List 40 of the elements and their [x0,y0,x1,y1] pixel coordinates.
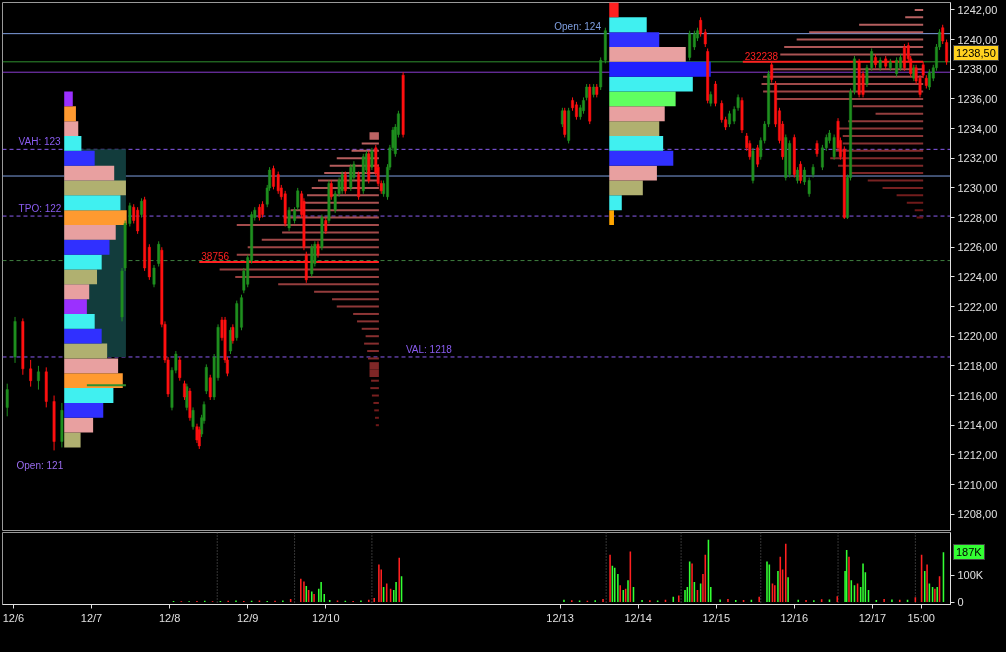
x-tick-label: 12/13 [546,611,574,624]
y-tick-label: 0 [957,596,964,609]
y-tick-label: 100K [957,569,984,582]
annotation: Open: 124 [554,20,602,32]
annotation: VAL: 1218 [405,343,453,355]
annotation: 232238 [744,50,779,62]
annotation: 38756 [201,251,230,263]
y-tick-label: 1208,00 [957,508,998,521]
x-tick-label: 15:00 [907,611,935,624]
annotation: TPO: 122 [18,203,62,215]
annotation: 187K [953,543,985,560]
x-tick-label: 12/10 [312,611,340,624]
x-tick-label: 12/15 [702,611,731,624]
y-tick-label: 1234,00 [957,122,998,135]
y-tick-label: 1240,00 [957,33,998,46]
x-tick-label: 12/16 [780,611,809,624]
y-tick-label: 1210,00 [957,478,998,491]
annotation: 1238,50 [953,45,999,62]
x-tick-label: 12/7 [80,611,103,624]
y-tick-label: 1218,00 [957,359,998,372]
y-tick-label: 1222,00 [957,300,998,313]
y-tick-label: 1224,00 [957,270,998,283]
annotation: VAH: 123 [18,136,62,148]
annotation: Open: 121 [16,459,64,471]
y-tick-label: 1236,00 [957,92,998,105]
x-tick-label: 12/9 [237,611,259,624]
y-tick-label: 1216,00 [957,389,998,402]
y-tick-label: 1242,00 [957,3,998,16]
y-tick-label: 1232,00 [957,152,998,165]
y-tick-label: 1230,00 [957,181,998,194]
y-tick-label: 1220,00 [957,330,998,343]
x-tick-label: 12/6 [2,611,25,624]
x-tick-label: 12/8 [158,611,181,624]
y-tick-label: 1214,00 [957,419,998,432]
y-tick-label: 1226,00 [957,241,998,254]
y-tick-label: 1228,00 [957,211,998,224]
y-tick-label: 1238,00 [957,63,998,76]
x-tick-label: 12/14 [624,611,652,624]
y-tick-label: 1212,00 [957,448,998,461]
x-tick-label: 12/17 [858,611,887,624]
